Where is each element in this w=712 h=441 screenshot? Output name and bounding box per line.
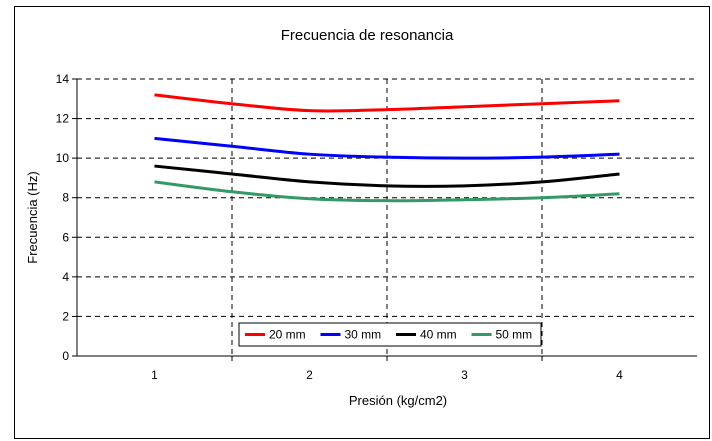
series-line xyxy=(154,136,620,160)
series-line xyxy=(154,180,620,203)
chart-title: Frecuencia de resonancia xyxy=(281,27,454,44)
y-tick-label: 8 xyxy=(62,191,69,205)
series-lines xyxy=(154,93,620,203)
grid-lines xyxy=(77,78,697,356)
x-tick-label: 1 xyxy=(151,368,158,382)
series-line xyxy=(154,164,620,188)
legend-entry: 40 mm xyxy=(420,328,457,342)
y-tick-label: 10 xyxy=(56,151,70,165)
y-tick-label: 14 xyxy=(56,72,70,86)
y-tick-label: 4 xyxy=(62,270,69,284)
x-tick-label: 2 xyxy=(306,368,313,382)
y-tick-label: 12 xyxy=(56,112,70,126)
legend-entry: 30 mm xyxy=(345,328,382,342)
legend-entry: 20 mm xyxy=(269,328,306,342)
legend-box xyxy=(238,322,542,347)
x-axis-ticks: 1 2 3 4 xyxy=(151,356,623,382)
y-tick-label: 6 xyxy=(62,230,69,244)
y-tick-label: 0 xyxy=(62,349,69,363)
x-tick-label: 3 xyxy=(461,368,468,382)
x-tick-label: 4 xyxy=(616,368,623,382)
y-axis-label: Frecuencia (Hz) xyxy=(25,171,40,263)
legend: 20 mm 30 mm 40 mm 50 mm xyxy=(238,322,542,347)
y-axis-ticks: 0 2 4 6 8 10 12 14 xyxy=(56,72,77,363)
legend-entry: 50 mm xyxy=(496,328,533,342)
series-line xyxy=(154,93,620,113)
x-axis-label: Presión (kg/cm2) xyxy=(349,393,447,408)
y-tick-label: 2 xyxy=(62,309,69,323)
